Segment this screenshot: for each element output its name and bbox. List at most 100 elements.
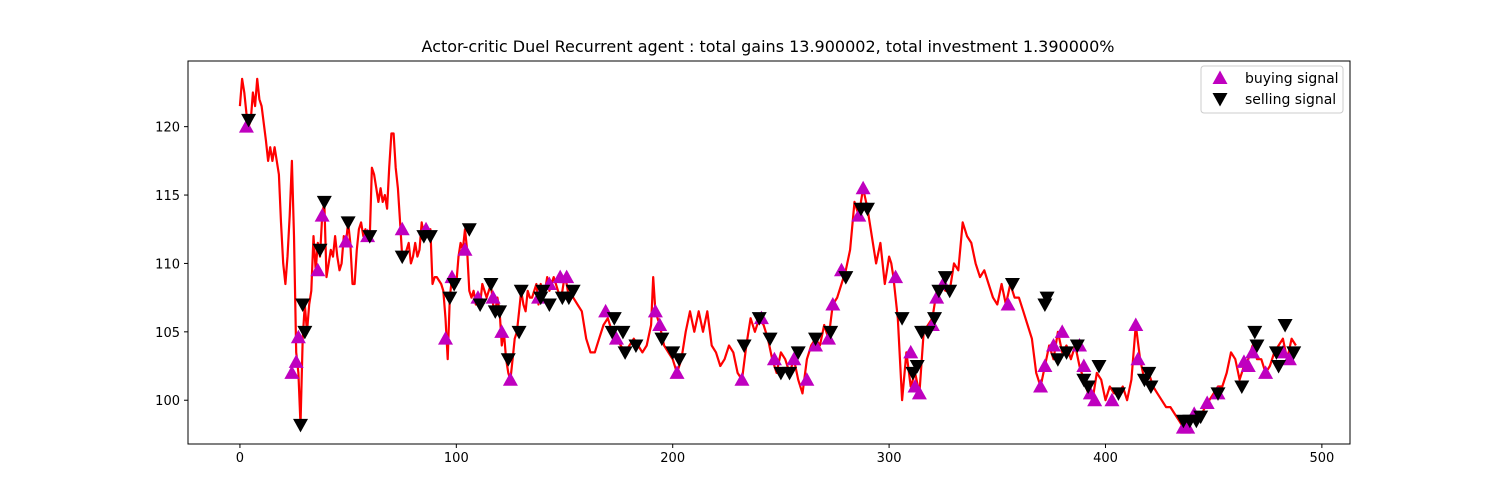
buy-signal-marker <box>652 317 668 331</box>
buy-signal-marker <box>1033 379 1049 393</box>
sell-signal-marker <box>894 312 910 326</box>
sell-signal-marker <box>615 325 631 340</box>
sell-signal-marker <box>340 216 356 230</box>
sell-signal-marker <box>1247 325 1263 340</box>
buy-signal-marker <box>1275 344 1291 359</box>
sell-signal-marker <box>1286 346 1302 360</box>
sell-signal-marker <box>241 113 257 128</box>
buy-signal-marker <box>559 269 575 284</box>
sell-signal-marker <box>859 202 875 217</box>
buy-signal-marker <box>888 269 904 284</box>
buy-signal-marker <box>284 365 300 379</box>
buy-signal-marker <box>1281 351 1297 366</box>
buy-signal-marker <box>851 208 867 222</box>
sell-signal-marker <box>297 325 313 340</box>
sell-signal-marker <box>500 353 516 367</box>
buy-signal-marker <box>734 372 750 386</box>
x-tick-label: 200 <box>660 451 685 466</box>
buy-signal-marker <box>1128 317 1144 331</box>
sell-signal-marker <box>472 298 488 312</box>
sell-signal-marker <box>1004 277 1020 292</box>
buy-signal-marker <box>502 372 518 386</box>
sell-signal-marker <box>1268 346 1284 360</box>
sell-signal-marker <box>316 195 332 210</box>
sell-signal-marker <box>1110 387 1126 401</box>
buy-signal-marker <box>669 365 685 379</box>
sell-signal-marker <box>937 271 953 285</box>
sell-signal-marker <box>1143 380 1159 395</box>
buy-signal-marker <box>288 354 304 368</box>
buy-signal-marker <box>647 303 663 318</box>
buy-signal-marker <box>1037 358 1053 373</box>
sell-signal-marker <box>295 298 311 312</box>
x-tick-label: 100 <box>444 451 469 466</box>
sell-signal-marker <box>394 250 410 265</box>
legend-buy-label: buying signal <box>1245 71 1339 87</box>
buy-signal-marker <box>310 262 326 277</box>
sell-signal-marker <box>293 418 309 433</box>
sell-signal-marker <box>1080 380 1096 395</box>
sell-signal-marker <box>1039 291 1055 306</box>
sell-signal-marker <box>654 332 670 347</box>
buy-signal-marker <box>314 208 330 222</box>
sell-signal-marker <box>762 332 778 347</box>
sell-signal-marker <box>931 284 947 299</box>
sell-signal-marker <box>1076 373 1092 388</box>
y-tick-label: 120 <box>155 121 180 136</box>
buy-signal-marker <box>1240 358 1256 373</box>
y-tick-label: 100 <box>155 394 180 409</box>
buy-signal-marker <box>438 331 454 345</box>
sell-signal-marker <box>1249 339 1265 354</box>
buy-signal-marker <box>825 296 841 311</box>
sell-signal-marker <box>1234 380 1250 395</box>
sell-signal-marker <box>535 284 551 299</box>
buy-signal-marker <box>1258 365 1274 379</box>
sell-signal-marker <box>1277 318 1293 333</box>
sell-signal-marker <box>1210 387 1226 401</box>
buy-signal-marker <box>1000 296 1016 311</box>
sell-signal-marker <box>671 353 687 367</box>
sell-signal-marker <box>927 312 943 326</box>
sell-signal-marker <box>442 291 458 306</box>
sell-signal-marker <box>362 230 378 244</box>
sell-signal-marker <box>1193 410 1209 425</box>
sell-signal-marker <box>312 243 328 258</box>
sell-signal-marker <box>492 305 508 319</box>
buy-signal-marker <box>290 329 306 344</box>
legend-sell-marker <box>1212 93 1228 107</box>
legend: buying signal selling signal <box>1200 65 1344 114</box>
sell-signal-marker <box>823 325 839 340</box>
sell-signal-marker <box>1059 346 1075 360</box>
chart-title: Actor-critic Duel Recurrent agent : tota… <box>422 37 1115 56</box>
y-tick-label: 110 <box>155 257 180 272</box>
sell-signal-marker <box>1069 339 1085 354</box>
buy-signal-marker <box>903 344 919 359</box>
sell-signal-marker <box>838 271 854 285</box>
sell-signal-marker <box>617 346 633 360</box>
sell-signal-marker <box>1271 360 1287 374</box>
sell-signal-marker <box>604 325 620 340</box>
y-axis: 100 105 110 115 120 <box>155 121 188 409</box>
buy-signal-marker <box>1076 358 1092 373</box>
x-tick-label: 500 <box>1309 451 1334 466</box>
sell-signal-marker <box>1091 360 1107 374</box>
buy-signal-marker <box>1054 324 1070 338</box>
sell-signal-marker <box>942 284 958 299</box>
buy-signal-marker <box>821 331 837 345</box>
buy-signal-marker <box>929 290 945 304</box>
sell-signal-marker <box>606 312 622 326</box>
buy-signal-marker <box>608 331 624 345</box>
buy-signal-marker <box>799 372 815 386</box>
buy-signal-marker <box>1245 344 1261 359</box>
sell-signal-marker <box>565 284 581 299</box>
buy-signal-marker <box>1130 351 1146 366</box>
buy-signal-marker <box>338 234 354 248</box>
y-tick-label: 115 <box>155 189 180 204</box>
buy-signal-marker <box>1046 338 1062 352</box>
buy-signal-marker <box>786 351 802 366</box>
sell-signal-marker <box>790 346 806 360</box>
buy-signal-marker <box>485 290 501 304</box>
legend-box <box>1200 65 1344 114</box>
x-tick-label: 300 <box>877 451 902 466</box>
buy-signal-marker <box>238 119 254 133</box>
